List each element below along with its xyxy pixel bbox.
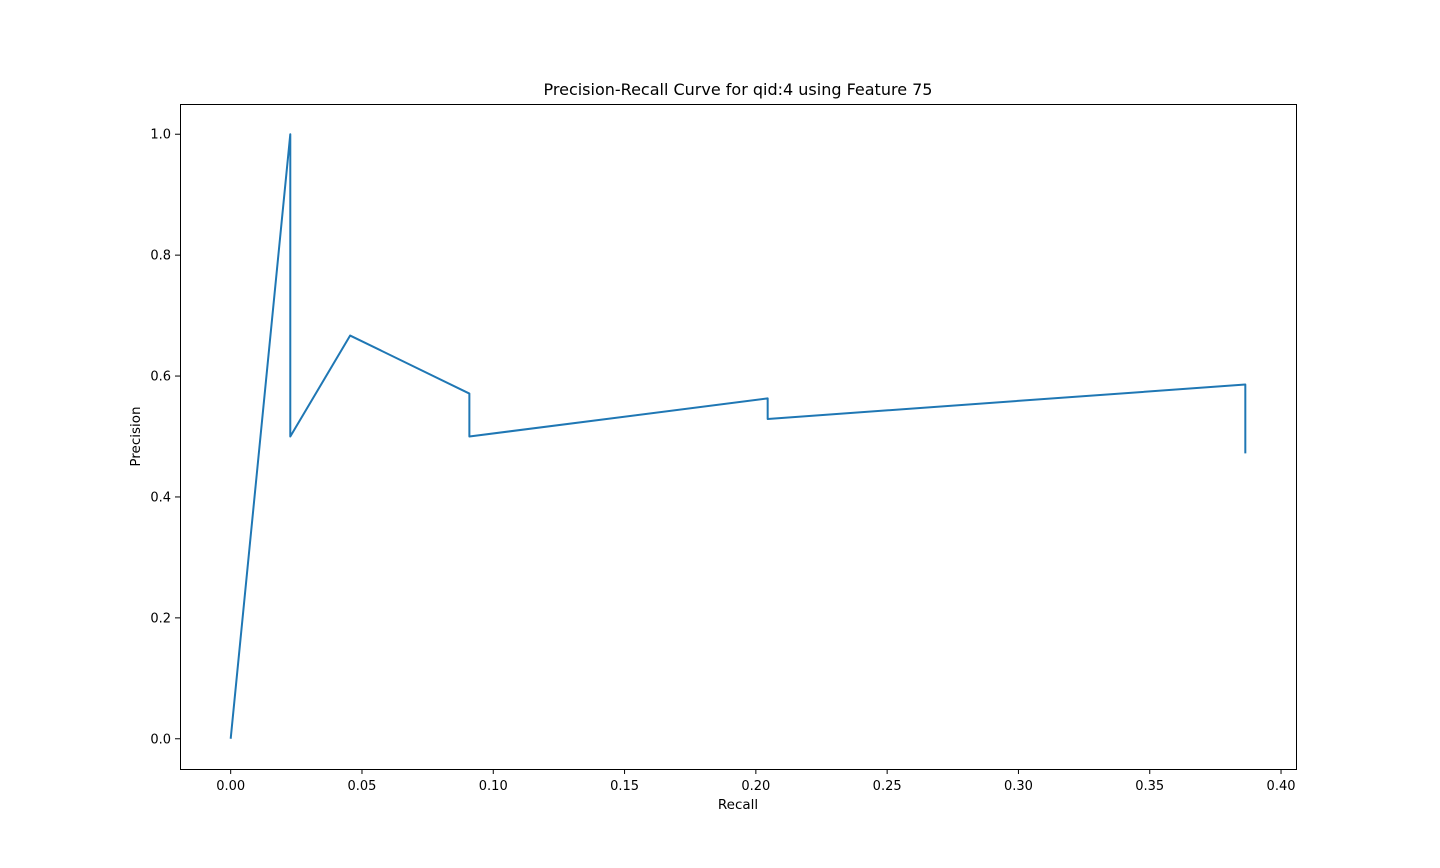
- x-tick-label: 0.00: [216, 779, 245, 794]
- y-tick-label: 0.4: [150, 490, 171, 505]
- x-tick-label: 0.25: [873, 779, 902, 794]
- x-tick-label: 0.30: [1004, 779, 1033, 794]
- x-tick-label: 0.35: [1135, 779, 1164, 794]
- x-tick-label: 0.05: [347, 779, 376, 794]
- x-axis-label: Recall: [718, 797, 758, 813]
- y-tick-label: 0.2: [150, 611, 171, 626]
- series-line-0: [229, 133, 1247, 739]
- plot-area: 0.00 0.05 0.10 0.15 0.20 0.25 0.30 0.35 0.40 0.0 0…: [150, 104, 1297, 794]
- y-axis-label: Precision: [128, 406, 144, 466]
- y-tick-label: 0.6: [150, 370, 171, 385]
- y-tick-label: 0.8: [150, 249, 171, 264]
- axes-frame: [180, 104, 1297, 770]
- x-tick-label: 0.10: [479, 779, 508, 794]
- x-tick-label: 0.15: [610, 779, 639, 794]
- x-tick-label: 0.20: [741, 779, 770, 794]
- y-tick-label: 0.0: [150, 732, 171, 747]
- y-tick-label: 1.0: [150, 128, 171, 143]
- x-tick-label: 0.40: [1267, 779, 1296, 794]
- chart-title: Precision-Recall Curve for qid:4 using F…: [544, 80, 933, 99]
